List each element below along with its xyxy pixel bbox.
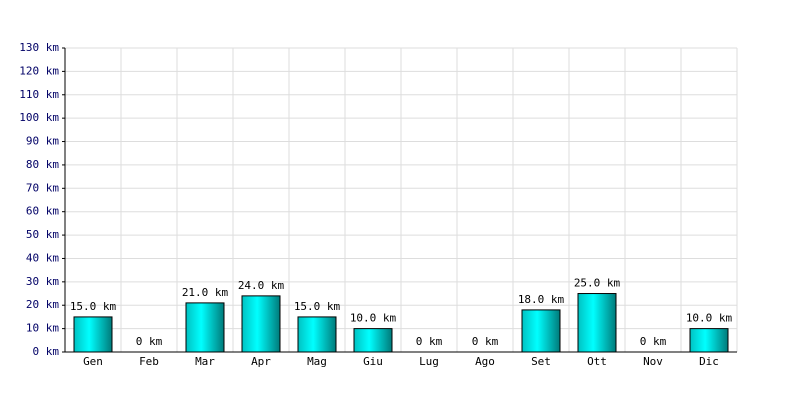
y-tick-label: 40 km — [26, 251, 59, 264]
value-label: 15.0 km — [70, 300, 117, 313]
x-tick-label: Feb — [139, 355, 159, 368]
y-tick-label: 30 km — [26, 275, 59, 288]
y-tick-label: 70 km — [26, 181, 59, 194]
bar — [73, 316, 113, 353]
y-tick-label: 80 km — [26, 158, 59, 171]
x-tick-label: Mag — [307, 355, 327, 368]
x-tick-label: Nov — [643, 355, 663, 368]
value-label: 24.0 km — [238, 279, 285, 292]
y-tick-label: 60 km — [26, 205, 59, 218]
value-label: 21.0 km — [182, 286, 229, 299]
value-label: 15.0 km — [294, 300, 341, 313]
x-tick-label: Set — [531, 355, 551, 368]
y-tick-label: 0 km — [33, 345, 60, 358]
bar — [185, 302, 225, 353]
x-tick-label: Gen — [83, 355, 103, 368]
bar — [577, 293, 617, 353]
y-tick-label: 90 km — [26, 135, 59, 148]
value-label: 25.0 km — [574, 277, 621, 290]
value-label: 0 km — [136, 335, 163, 348]
bar — [689, 328, 729, 353]
y-tick-label: 110 km — [19, 88, 59, 101]
x-tick-label: Ott — [587, 355, 607, 368]
value-label: 10.0 km — [686, 312, 733, 325]
y-tick-label: 130 km — [19, 41, 59, 54]
x-tick-label: Ago — [475, 355, 495, 368]
y-tick-label: 50 km — [26, 228, 59, 241]
value-label: 10.0 km — [350, 312, 397, 325]
value-label: 0 km — [472, 335, 499, 348]
bar — [297, 316, 337, 353]
x-tick-label: Dic — [699, 355, 719, 368]
y-tick-label: 20 km — [26, 298, 59, 311]
value-label: 18.0 km — [518, 293, 565, 306]
bar — [521, 309, 561, 353]
bar — [241, 295, 281, 353]
y-tick-label: 120 km — [19, 64, 59, 77]
x-tick-label: Giu — [363, 355, 383, 368]
x-tick-label: Apr — [251, 355, 271, 368]
value-label: 0 km — [416, 335, 443, 348]
bar — [353, 328, 393, 353]
y-tick-label: 10 km — [26, 322, 59, 335]
x-tick-label: Lug — [419, 355, 439, 368]
x-tick-label: Mar — [195, 355, 215, 368]
value-label: 0 km — [640, 335, 667, 348]
y-tick-label: 100 km — [19, 111, 59, 124]
